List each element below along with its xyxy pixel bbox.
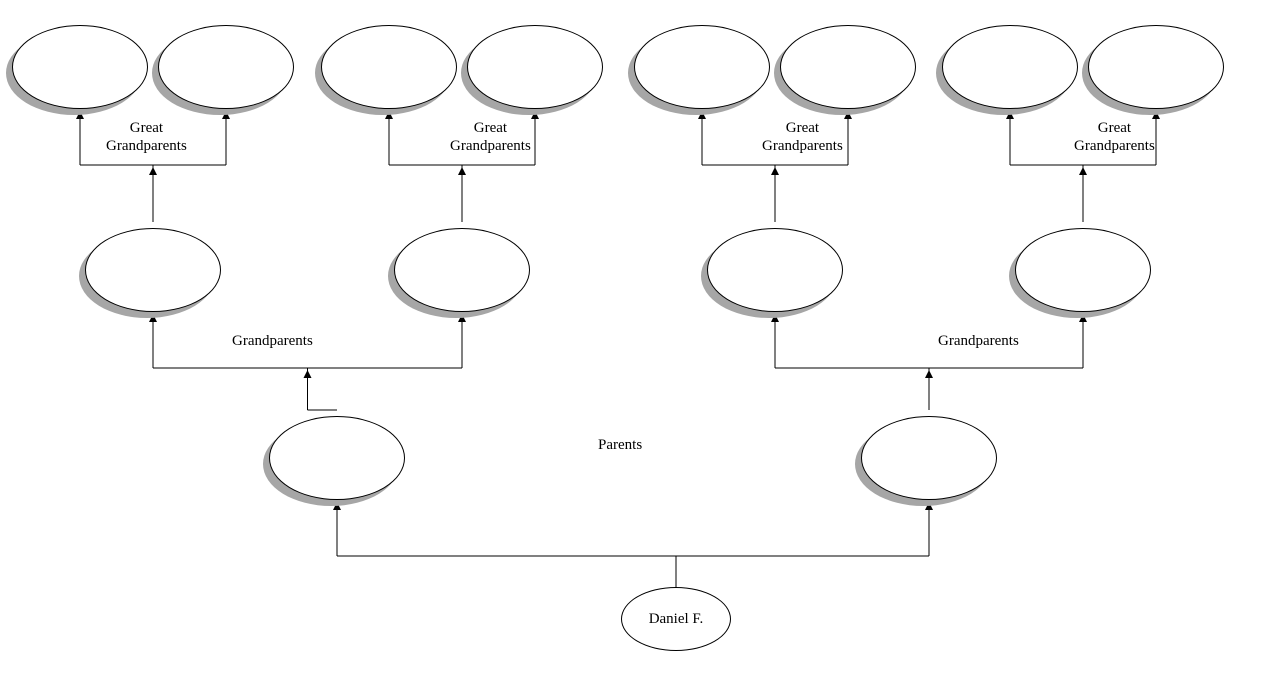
- great-grandparent-node-7: [942, 25, 1078, 109]
- grandparent-node-2: [394, 228, 530, 312]
- great-grandparent-node-3: [321, 25, 457, 109]
- grandparent-node-1: [85, 228, 221, 312]
- family-tree-diagram: Daniel F. Great Grandparents Great Grandpa…: [0, 0, 1266, 676]
- label-ggp3: Great Grandparents: [762, 119, 843, 155]
- label-parents: Parents: [598, 436, 642, 454]
- parent-node-1: [269, 416, 405, 500]
- label-grandparents-right: Grandparents: [938, 332, 1019, 350]
- great-grandparent-node-8: [1088, 25, 1224, 109]
- great-grandparent-node-6: [780, 25, 916, 109]
- grandparent-node-3: [707, 228, 843, 312]
- label-ggp1: Great Grandparents: [106, 119, 187, 155]
- label-grandparents-left: Grandparents: [232, 332, 313, 350]
- grandparent-node-4: [1015, 228, 1151, 312]
- great-grandparent-node-4: [467, 25, 603, 109]
- parent-node-2: [861, 416, 997, 500]
- great-grandparent-node-1: [12, 25, 148, 109]
- label-ggp4: Great Grandparents: [1074, 119, 1155, 155]
- great-grandparent-node-5: [634, 25, 770, 109]
- great-grandparent-node-2: [158, 25, 294, 109]
- label-ggp2: Great Grandparents: [450, 119, 531, 155]
- root-node: Daniel F.: [621, 587, 731, 651]
